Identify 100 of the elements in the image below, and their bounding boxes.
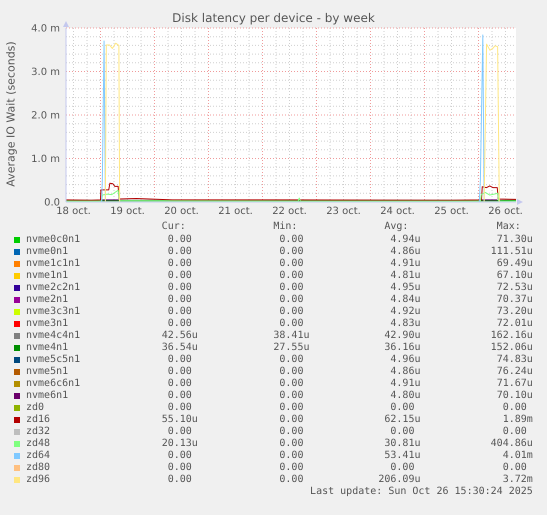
text: 27.55u xyxy=(273,342,310,354)
y-axis-title: Average IO Wait (seconds) xyxy=(4,41,17,187)
text: 0.00 xyxy=(168,234,192,246)
legend-label: zd64 xyxy=(26,450,50,462)
text: 55.10u xyxy=(162,414,198,426)
text: 72.01u xyxy=(496,318,533,330)
text: 4.92u xyxy=(390,306,420,318)
text: 0.00 xyxy=(279,474,304,486)
text: 0.00 xyxy=(168,474,192,486)
text: 4.83u xyxy=(390,318,420,330)
text: 0.00 xyxy=(279,258,304,270)
text: 4.91u xyxy=(390,258,420,270)
x-tick-label: 22 oct. xyxy=(272,206,307,218)
text: 0.00 xyxy=(168,462,192,474)
text: Min: xyxy=(273,221,298,233)
text: 0.00 xyxy=(168,366,192,378)
text: 404.86u xyxy=(490,438,533,450)
text: 71.67u xyxy=(496,378,533,390)
text: 42.56u xyxy=(162,330,198,342)
x-tick-label: 26 oct. xyxy=(488,206,523,218)
text: 0.00 xyxy=(279,246,304,258)
legend-label: nvme4c4n1 xyxy=(26,330,80,342)
text: 0.00 xyxy=(168,282,192,294)
text: 30.81u xyxy=(384,438,420,450)
text: 4.84u xyxy=(390,294,420,306)
text: 4.96u xyxy=(390,354,420,366)
text: 0.00 xyxy=(502,402,527,414)
text: 4.86u xyxy=(390,366,420,378)
text: 38.41u xyxy=(273,330,310,342)
legend-label: nvme0c0n1 xyxy=(26,234,80,246)
legend-label: nvme0n1 xyxy=(26,246,68,258)
text: 0.00 xyxy=(168,294,192,306)
text: 0.00 xyxy=(168,258,192,270)
text: Cur: xyxy=(162,221,186,233)
text: 0.00 xyxy=(390,426,414,438)
text: 0.00 xyxy=(279,294,304,306)
text: 0.00 xyxy=(279,366,304,378)
text: 69.49u xyxy=(496,258,533,270)
text: 0.00 xyxy=(168,426,192,438)
text: 0.00 xyxy=(168,450,192,462)
legend-label: nvme1c1n1 xyxy=(26,258,80,270)
text: 0.00 xyxy=(279,414,304,426)
text: 1.89m xyxy=(502,414,533,426)
text: 4.01m xyxy=(502,450,533,462)
text: Last update: Sun Oct 26 15:30:24 2025 xyxy=(310,486,533,498)
y-tick-label: 3.0 m xyxy=(31,67,60,78)
x-tick-label: 25 oct. xyxy=(434,206,469,218)
x-tick-label: 21 oct. xyxy=(218,206,253,218)
legend-label: zd16 xyxy=(26,414,50,426)
text: 70.37u xyxy=(496,294,533,306)
text: 0.00 xyxy=(168,378,192,390)
legend-label: nvme6c6n1 xyxy=(26,378,80,390)
text: 0.00 xyxy=(390,402,414,414)
text: 0.00 xyxy=(279,438,304,450)
text: 36.16u xyxy=(384,342,420,354)
text: 0.00 xyxy=(279,306,304,318)
legend-label: nvme1n1 xyxy=(26,270,68,282)
text: 0.00 xyxy=(390,462,414,474)
text: 0.00 xyxy=(168,306,192,318)
text: 20.13u xyxy=(162,438,198,450)
text: 0.00 xyxy=(279,234,304,246)
text: 111.51u xyxy=(490,246,533,258)
legend-label: zd48 xyxy=(26,438,50,450)
legend-label: nvme3c3n1 xyxy=(26,306,80,318)
text: 162.16u xyxy=(490,330,533,342)
text: Avg: xyxy=(384,221,408,233)
text: 36.54u xyxy=(162,342,198,354)
x-tick-label: 23 oct. xyxy=(326,206,361,218)
legend-label: nvme3n1 xyxy=(26,318,68,330)
legend-label: nvme4n1 xyxy=(26,342,68,354)
y-tick-label: 4.0 m xyxy=(31,24,60,35)
text: 42.90u xyxy=(384,330,420,342)
text: 0.00 xyxy=(168,402,192,414)
text: 0.00 xyxy=(168,354,192,366)
text: 4.86u xyxy=(390,246,420,258)
text: 71.30u xyxy=(496,234,533,246)
text: 0.00 xyxy=(168,270,192,282)
text: 70.10u xyxy=(496,390,533,402)
text: 3.72m xyxy=(502,474,533,486)
text: 0.00 xyxy=(279,282,304,294)
legend-label: zd96 xyxy=(26,474,50,486)
legend-label: nvme2c2n1 xyxy=(26,282,80,294)
text: 0.00 xyxy=(279,462,304,474)
x-tick-label: 20 oct. xyxy=(164,206,199,218)
legend-label: nvme2n1 xyxy=(26,294,68,306)
text: 0.00 xyxy=(279,402,304,414)
text: 0.00 xyxy=(168,318,192,330)
text: 0.00 xyxy=(279,390,304,402)
text: 0.00 xyxy=(502,462,527,474)
text: 73.20u xyxy=(496,306,533,318)
text: 0.00 xyxy=(168,246,192,258)
text: 0.00 xyxy=(279,426,304,438)
text: 4.81u xyxy=(390,270,420,282)
text: 62.15u xyxy=(384,414,420,426)
text: 4.94u xyxy=(390,234,420,246)
text: 0.00 xyxy=(279,270,304,282)
x-tick-label: 18 oct. xyxy=(56,206,91,218)
text: 0.00 xyxy=(168,390,192,402)
text: 206.09u xyxy=(378,474,420,486)
y-tick-label: 1.0 m xyxy=(31,154,60,166)
